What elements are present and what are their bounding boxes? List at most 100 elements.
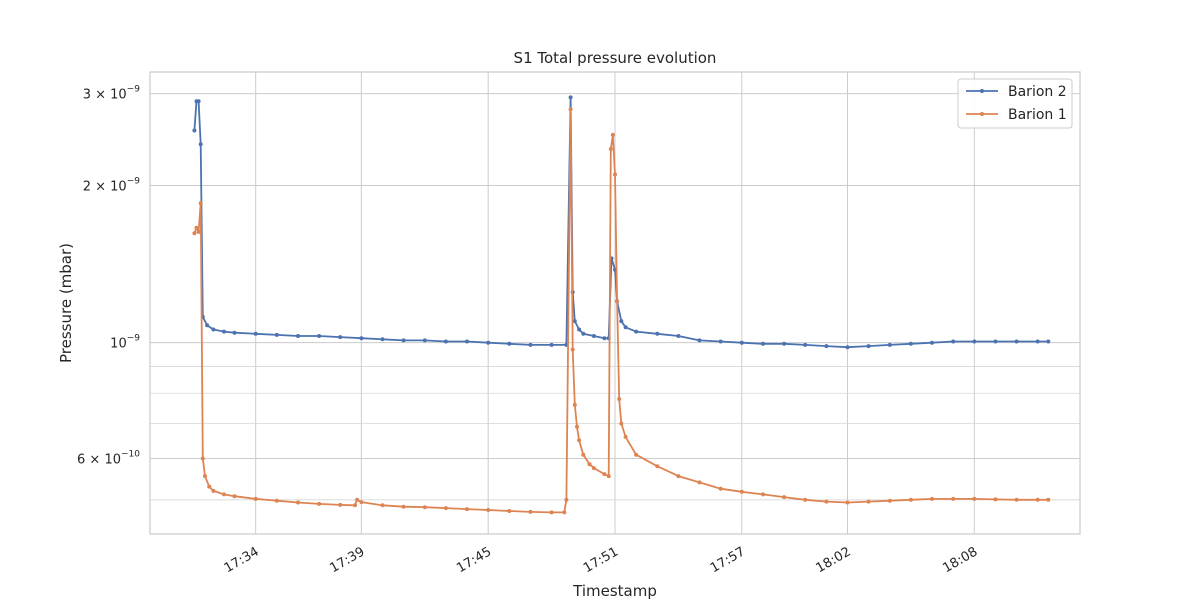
- series-barion-1: [192, 107, 1051, 515]
- data-point: [782, 341, 787, 346]
- x-tick-label: 17:57: [708, 544, 748, 576]
- data-point: [845, 345, 850, 350]
- data-point: [568, 107, 573, 112]
- data-point: [205, 323, 210, 328]
- data-point: [200, 456, 205, 461]
- data-point: [355, 497, 360, 502]
- data-point: [196, 229, 201, 234]
- data-point: [232, 494, 237, 499]
- data-point: [338, 502, 343, 507]
- data-point: [610, 132, 615, 137]
- data-point: [577, 327, 582, 332]
- data-point: [198, 142, 203, 147]
- data-point: [211, 327, 216, 332]
- data-point: [824, 499, 829, 504]
- data-point: [353, 503, 357, 508]
- y-tick-label: 3 × 10−9: [83, 85, 141, 103]
- data-point: [613, 172, 617, 177]
- data-point: [655, 464, 660, 469]
- data-point: [617, 397, 622, 401]
- data-point: [887, 498, 892, 503]
- legend-marker-barion-1: [980, 112, 984, 116]
- data-point: [443, 339, 448, 344]
- legend-marker-barion-2: [980, 89, 984, 93]
- x-tick-labels: 17:34 17:39 17:45 17:51 17:57 18:02 18:08: [222, 544, 981, 576]
- data-point: [422, 338, 427, 343]
- data-point: [591, 334, 596, 338]
- data-point: [465, 507, 469, 512]
- data-point: [1014, 339, 1019, 344]
- plot-frame: [149, 71, 1081, 535]
- y-tick-label: 10−9: [110, 334, 140, 352]
- data-point: [655, 331, 660, 336]
- data-point: [577, 438, 582, 443]
- data-point: [253, 496, 258, 501]
- data-point: [615, 299, 620, 304]
- data-point: [697, 338, 702, 343]
- x-tick-label: 17:34: [222, 544, 262, 576]
- data-point: [623, 434, 628, 439]
- data-point: [623, 325, 628, 330]
- data-point: [549, 510, 554, 515]
- data-point: [972, 339, 977, 344]
- data-point: [528, 342, 533, 347]
- y-tick-label: 2 × 10−9: [83, 177, 141, 195]
- x-tick-label: 18:02: [814, 544, 854, 576]
- data-point: [194, 225, 199, 230]
- data-point: [676, 334, 681, 338]
- data-point: [1035, 497, 1040, 502]
- x-tick-label: 17:51: [581, 544, 621, 576]
- data-point: [887, 342, 892, 347]
- data-point: [951, 496, 956, 501]
- data-point: [222, 492, 226, 497]
- data-point: [192, 128, 197, 133]
- data-point: [549, 342, 554, 347]
- data-point: [401, 338, 406, 343]
- data-point: [568, 95, 573, 100]
- data-point: [782, 495, 787, 500]
- data-point: [564, 497, 569, 502]
- data-point: [570, 347, 575, 352]
- legend-label-barion-2: Barion 2: [1008, 84, 1067, 100]
- data-point: [634, 329, 639, 334]
- data-point: [824, 344, 829, 349]
- data-point: [608, 147, 613, 151]
- legend: Barion 2 Barion 1: [957, 78, 1073, 129]
- x-tick-label: 17:45: [454, 544, 494, 576]
- data-point: [207, 484, 212, 489]
- data-point: [581, 331, 586, 336]
- data-point: [602, 472, 607, 477]
- data-point: [528, 509, 533, 514]
- data-point: [845, 500, 850, 505]
- data-point: [619, 319, 624, 324]
- data-point: [676, 474, 681, 479]
- data-point: [1046, 339, 1051, 344]
- data-point: [908, 497, 913, 502]
- data-point: [993, 497, 998, 502]
- data-point: [211, 488, 216, 493]
- data-point: [507, 341, 512, 346]
- data-point: [739, 489, 744, 494]
- data-point: [1046, 497, 1051, 502]
- data-point: [422, 505, 427, 510]
- data-point: [697, 480, 702, 485]
- x-tick-label: 18:08: [940, 544, 980, 576]
- data-point: [401, 504, 406, 509]
- data-point: [866, 344, 871, 349]
- data-point: [572, 319, 577, 324]
- data-point: [908, 341, 913, 346]
- data-point: [930, 496, 934, 501]
- data-point: [380, 503, 385, 508]
- data-point: [930, 340, 934, 345]
- data-point: [761, 341, 765, 346]
- data-point: [359, 336, 364, 341]
- data-point: [296, 500, 300, 505]
- data-point: [317, 334, 322, 338]
- data-point: [972, 496, 977, 501]
- data-point: [803, 342, 808, 347]
- data-point: [718, 339, 723, 344]
- data-point: [192, 231, 197, 236]
- data-point: [619, 421, 624, 426]
- data-point: [465, 339, 469, 344]
